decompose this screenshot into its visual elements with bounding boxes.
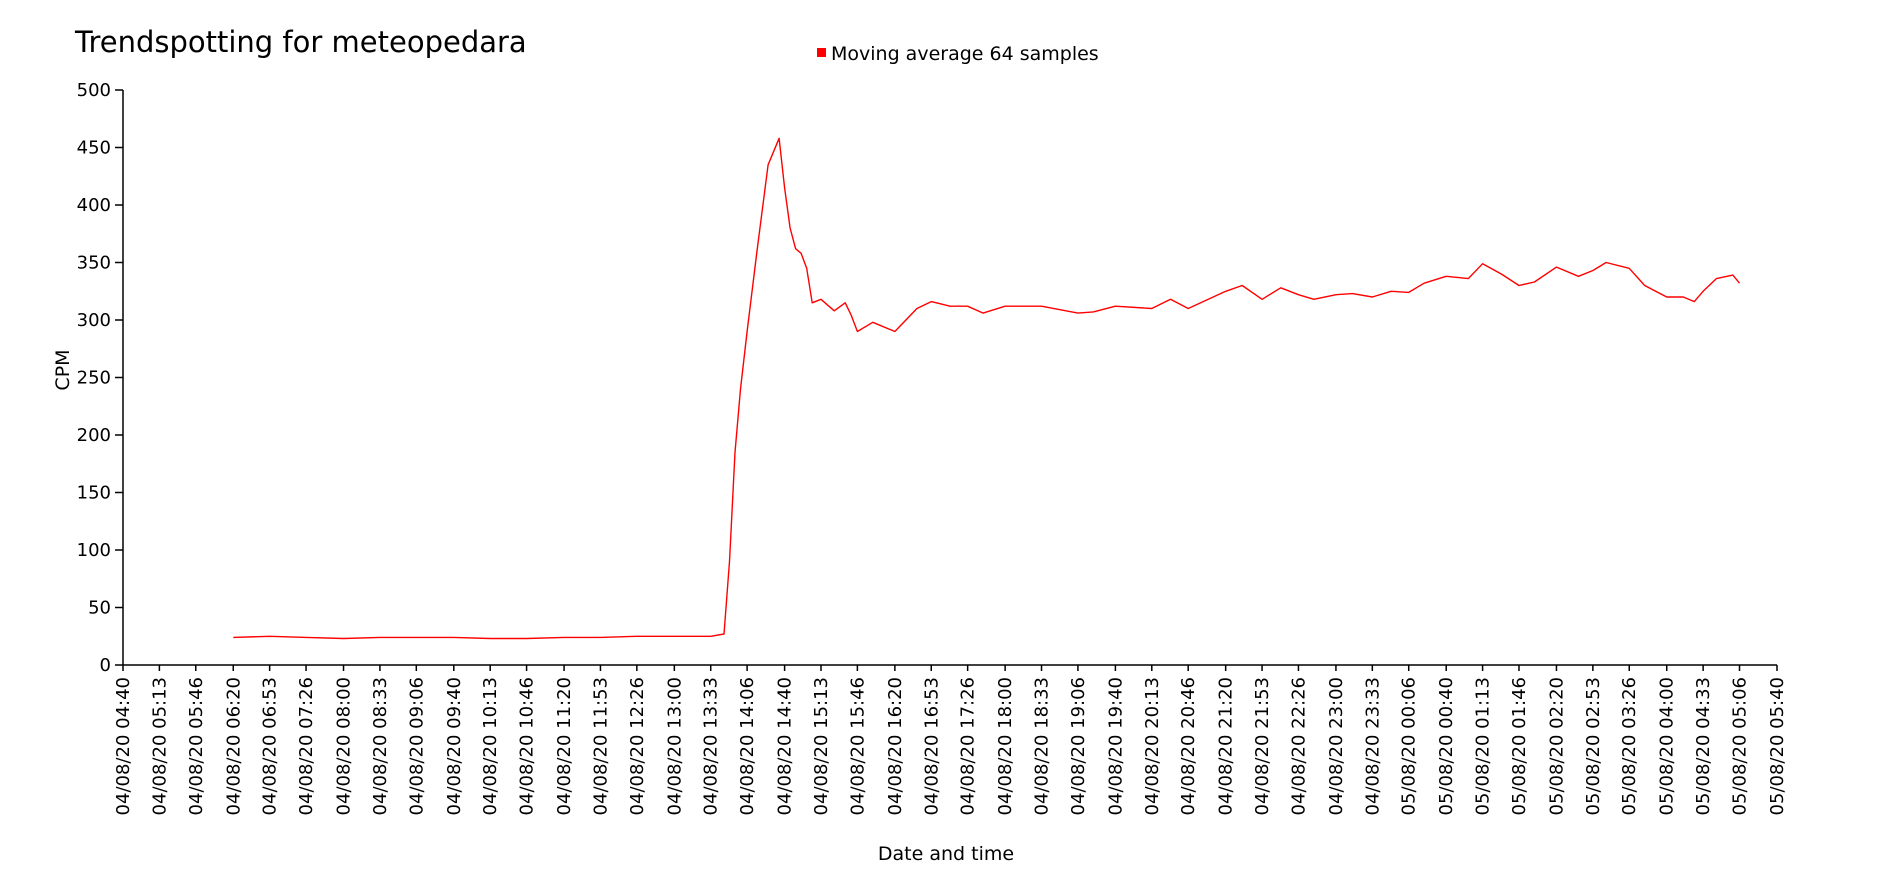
x-tick-label: 04/08/20 22:26 (1288, 677, 1309, 815)
x-tick-label: 04/08/20 06:20 (223, 677, 244, 815)
x-tick-label: 04/08/20 04:40 (113, 677, 134, 815)
x-tick-label: 04/08/20 18:33 (1032, 677, 1053, 815)
x-tick-label: 04/08/20 09:06 (406, 677, 427, 815)
chart-title: Trendspotting for meteopedara (74, 25, 527, 59)
x-tick-label: 05/08/20 02:20 (1546, 677, 1567, 815)
x-axis: 04/08/20 04:40 04/08/20 05:13 04/08/20 05:… (113, 664, 1788, 815)
x-tick-label: 05/08/20 05:06 (1730, 677, 1751, 815)
x-tick-label: 04/08/20 23:00 (1326, 677, 1347, 815)
x-tick-label: 04/08/20 05:13 (149, 677, 170, 815)
x-tick-label: 04/08/20 06:53 (260, 677, 281, 815)
x-tick-label: 04/08/20 13:33 (701, 677, 722, 815)
x-axis-title: Date and time (878, 843, 1014, 865)
y-tick-label: 100 (77, 540, 111, 561)
x-tick-label: 04/08/20 23:33 (1362, 677, 1383, 815)
x-tick-label: 04/08/20 05:46 (186, 677, 207, 815)
y-tick-label: 250 (77, 368, 111, 389)
y-axis: 0 50 100 150 200 250 300 350 400 450 500 (77, 80, 124, 676)
x-tick-label: 05/08/20 00:06 (1399, 677, 1420, 815)
x-tick-label: 04/08/20 20:13 (1142, 677, 1163, 815)
y-axis-title: CPM (52, 349, 74, 390)
x-tick-label: 04/08/20 16:53 (921, 677, 942, 815)
x-tick-label: 04/08/20 19:06 (1068, 677, 1089, 815)
x-tick-label: 04/08/20 17:26 (958, 677, 979, 815)
x-tick-label: 04/08/20 11:20 (554, 677, 575, 815)
y-tick-label: 350 (77, 253, 111, 274)
y-tick-label: 150 (77, 483, 111, 504)
x-tick-label: 05/08/20 04:33 (1693, 677, 1714, 815)
x-tick-label: 04/08/20 20:46 (1178, 677, 1199, 815)
y-tick-label: 300 (77, 310, 111, 331)
y-tick-label: 50 (88, 598, 111, 619)
x-tick-label: 04/08/20 10:13 (480, 677, 501, 815)
x-tick-label: 04/08/20 13:00 (664, 677, 685, 815)
x-tick-label: 05/08/20 02:53 (1583, 677, 1604, 815)
x-tick-label: 04/08/20 16:20 (885, 677, 906, 815)
legend-label: Moving average 64 samples (831, 43, 1099, 65)
x-tick-label: 04/08/20 21:53 (1252, 677, 1273, 815)
x-tick-label: 04/08/20 07:26 (296, 677, 317, 815)
x-tick-label: 04/08/20 12:26 (627, 677, 648, 815)
x-tick-label: 04/08/20 08:00 (334, 677, 355, 815)
y-tick-label: 0 (100, 655, 111, 676)
y-tick-label: 500 (77, 80, 111, 101)
x-tick-label: 04/08/20 19:40 (1105, 677, 1126, 815)
x-tick-label: 05/08/20 05:40 (1767, 677, 1788, 815)
x-tick-label: 04/08/20 14:06 (737, 677, 758, 815)
legend: Moving average 64 samples (817, 43, 1099, 65)
x-tick-label: 04/08/20 21:20 (1216, 677, 1237, 815)
x-tick-label: 04/08/20 09:40 (444, 677, 465, 815)
x-tick-label: 04/08/20 18:00 (995, 677, 1016, 815)
x-tick-label: 04/08/20 14:40 (775, 677, 796, 815)
y-tick-label: 450 (77, 138, 111, 159)
x-tick-label: 04/08/20 15:46 (847, 677, 868, 815)
x-tick-label: 05/08/20 04:00 (1657, 677, 1678, 815)
x-tick-label: 05/08/20 00:40 (1436, 677, 1457, 815)
x-tick-label: 04/08/20 15:13 (811, 677, 832, 815)
x-tick-label: 04/08/20 11:53 (590, 677, 611, 815)
y-tick-label: 200 (77, 425, 111, 446)
x-tick-label: 05/08/20 03:26 (1619, 677, 1640, 815)
x-tick-label: 05/08/20 01:13 (1473, 677, 1494, 815)
y-tick-label: 400 (77, 195, 111, 216)
x-tick-label: 04/08/20 08:33 (370, 677, 391, 815)
series-line (233, 137, 1741, 640)
legend-swatch (817, 48, 826, 57)
series-layer (233, 137, 1741, 640)
x-tick-label: 04/08/20 10:46 (517, 677, 538, 815)
x-tick-label: 05/08/20 01:46 (1509, 677, 1530, 815)
